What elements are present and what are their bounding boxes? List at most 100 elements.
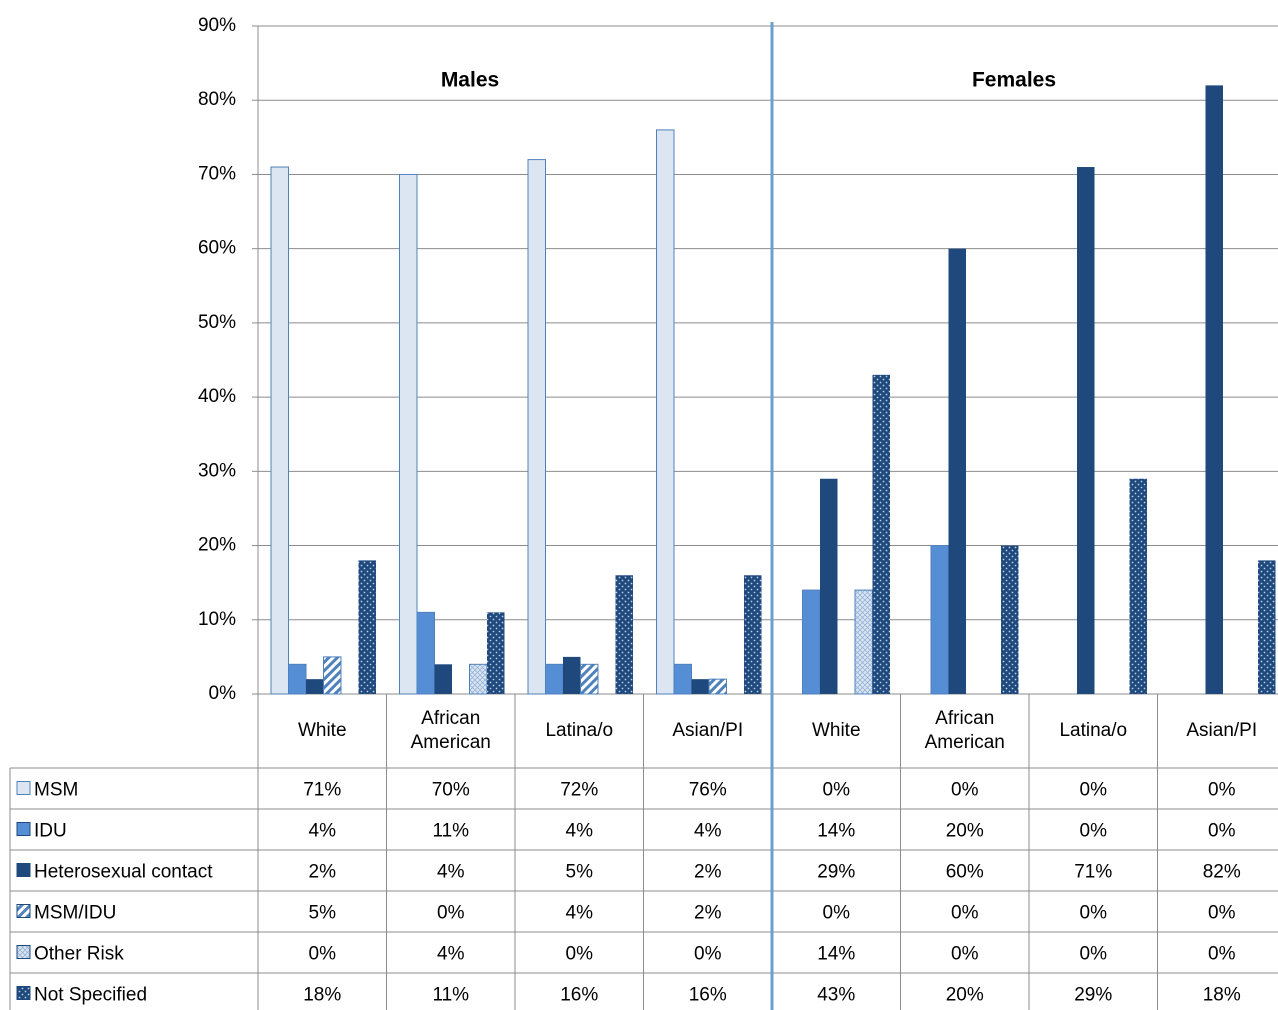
data-cell: 0% <box>1080 903 1108 924</box>
bar <box>691 679 709 694</box>
data-cell: 0% <box>1080 780 1108 801</box>
bar <box>1001 545 1019 694</box>
data-cell: 16% <box>560 985 598 1006</box>
y-tick-label: 40% <box>198 386 236 407</box>
data-cell: 43% <box>817 985 855 1006</box>
data-cell: 29% <box>817 862 855 883</box>
group-label: Females <box>972 69 1056 92</box>
data-cell: 71% <box>303 780 341 801</box>
y-tick-label: 90% <box>198 15 236 36</box>
data-cell: 11% <box>432 821 469 842</box>
legend-swatch <box>16 904 31 918</box>
bar <box>434 664 452 694</box>
data-cell: 11% <box>432 985 469 1006</box>
data-cell: 0% <box>566 944 594 965</box>
data-cell: 14% <box>817 821 855 842</box>
data-cell: 2% <box>309 862 337 883</box>
legend-swatch <box>16 945 31 959</box>
data-cell: 4% <box>566 821 594 842</box>
data-cell: 0% <box>694 944 722 965</box>
data-cell: 70% <box>432 780 470 801</box>
data-cell: 0% <box>1208 780 1236 801</box>
bar <box>1077 167 1095 694</box>
data-cell: 0% <box>1208 944 1236 965</box>
data-cell: 5% <box>309 903 337 924</box>
bar <box>673 663 692 695</box>
legend-label: MSM <box>34 780 78 801</box>
bar <box>1205 85 1223 694</box>
legend-label: Other Risk <box>34 944 124 965</box>
data-cell: 20% <box>946 821 984 842</box>
bar <box>306 679 324 694</box>
bar <box>1258 560 1276 694</box>
bar <box>930 545 949 695</box>
legend-swatch <box>16 863 31 877</box>
data-cell: 4% <box>437 862 465 883</box>
legend-label: Not Specified <box>34 985 147 1006</box>
bar <box>323 656 342 695</box>
y-tick-label: 30% <box>198 460 236 481</box>
bar <box>469 663 488 695</box>
x-tick-label: Latina/o <box>545 720 614 741</box>
data-cell: 5% <box>566 862 594 883</box>
y-tick-label: 50% <box>198 312 236 333</box>
data-cell: 16% <box>689 985 727 1006</box>
legend-label: MSM/IDU <box>34 903 116 924</box>
data-cell: 2% <box>694 903 722 924</box>
bar <box>708 678 727 695</box>
y-tick-label: 20% <box>198 535 236 556</box>
data-cell: 72% <box>560 780 598 801</box>
data-cell: 0% <box>437 903 465 924</box>
y-tick-label: 80% <box>198 89 236 110</box>
data-cell: 0% <box>1208 821 1236 842</box>
bar <box>820 478 838 694</box>
bar <box>615 575 633 694</box>
bar <box>270 166 289 695</box>
y-tick-label: 60% <box>198 238 236 259</box>
data-cell: 0% <box>823 780 851 801</box>
bar <box>1129 478 1147 694</box>
group-label: Males <box>441 69 499 92</box>
data-cell: 71% <box>1074 862 1112 883</box>
legend-swatch <box>16 986 31 1000</box>
bar <box>744 575 762 694</box>
bar <box>527 159 546 695</box>
data-cell: 0% <box>1080 944 1108 965</box>
data-cell: 82% <box>1203 862 1241 883</box>
y-tick-label: 70% <box>198 163 236 184</box>
bar <box>580 663 599 695</box>
data-cell: 76% <box>689 780 727 801</box>
x-tick-label: White <box>297 720 347 741</box>
legend-swatch <box>16 781 31 795</box>
data-cell: 0% <box>951 944 979 965</box>
y-tick-label: 0% <box>209 683 237 704</box>
x-tick-label: Asian/PI <box>672 720 744 741</box>
bar <box>948 248 966 694</box>
bar <box>416 611 435 695</box>
bar <box>399 173 418 695</box>
data-cell: 29% <box>1074 985 1112 1006</box>
bar <box>872 374 890 694</box>
data-cell: 0% <box>309 944 337 965</box>
bar <box>802 589 821 695</box>
legend-label: Heterosexual contact <box>34 862 213 883</box>
bar <box>656 129 675 695</box>
y-tick-label: 10% <box>198 609 236 630</box>
data-cell: 0% <box>951 903 979 924</box>
data-cell: 2% <box>694 862 722 883</box>
data-cell: 0% <box>823 903 851 924</box>
data-cell: 14% <box>817 944 855 965</box>
x-tick-label: Latina/o <box>1059 720 1128 741</box>
bar <box>288 663 307 695</box>
data-cell: 4% <box>566 903 594 924</box>
bar <box>545 663 564 695</box>
bar <box>563 656 581 694</box>
x-tick-label: White <box>811 720 861 741</box>
legend-swatch <box>16 822 31 836</box>
data-cell: 4% <box>309 821 337 842</box>
data-cell: 18% <box>303 985 341 1006</box>
x-tick-label: African American <box>410 708 491 753</box>
data-cell: 18% <box>1203 985 1241 1006</box>
